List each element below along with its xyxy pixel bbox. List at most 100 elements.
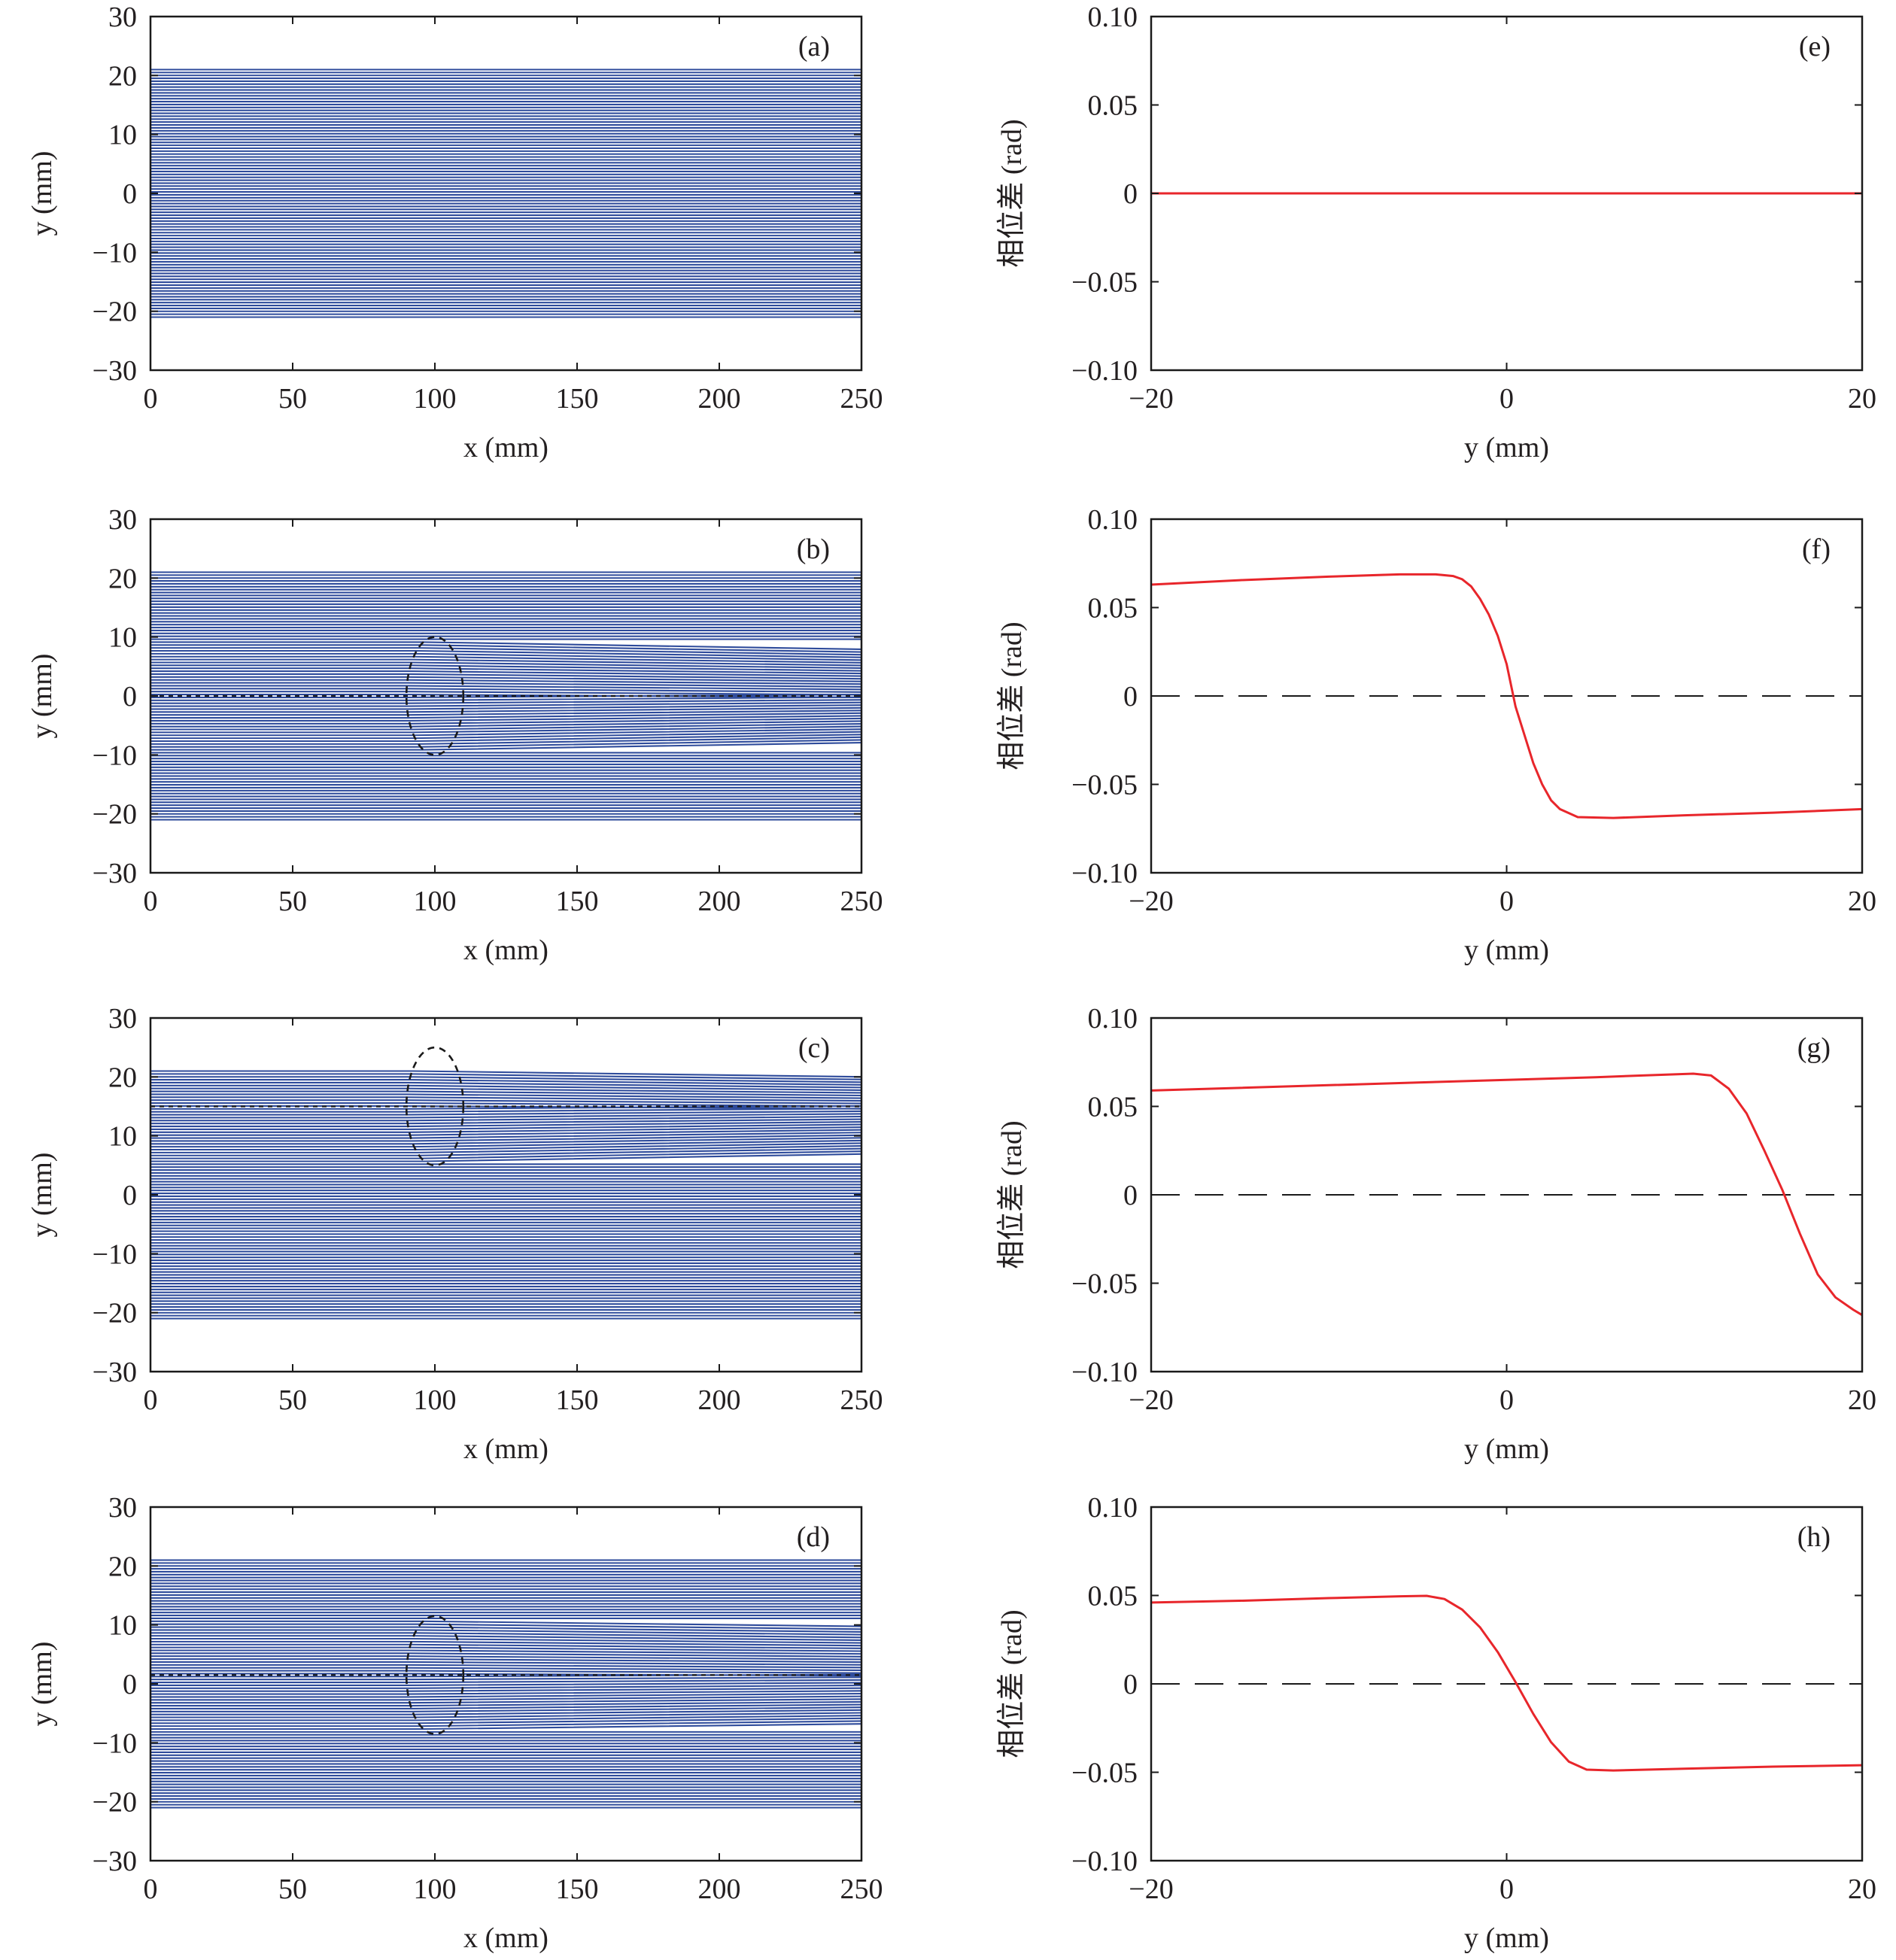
streamline <box>150 685 861 691</box>
streamline <box>150 1664 861 1669</box>
y-tick-label: −20 <box>93 296 137 328</box>
streamline <box>150 1070 861 1078</box>
y-tick-label: −0.10 <box>1071 355 1138 387</box>
x-tick-label: 50 <box>278 383 307 415</box>
y-tick-label: 0.05 <box>1088 1581 1138 1612</box>
y-tick-label: −20 <box>93 1298 137 1329</box>
y-tick-label: 0.05 <box>1088 593 1138 624</box>
streamline <box>150 722 861 731</box>
x-tick-label: 0 <box>144 1873 158 1905</box>
series-group <box>1151 573 1862 819</box>
streamline <box>150 1093 861 1099</box>
x-tick-label: 50 <box>278 1873 307 1905</box>
y-axis-label: 相位差 (rad) <box>996 1120 1028 1269</box>
y-tick-label: 30 <box>108 504 137 536</box>
x-tick-label: 0 <box>1499 1873 1514 1905</box>
y-tick-label: 30 <box>108 1003 137 1035</box>
x-tick-label: 0 <box>1499 886 1514 917</box>
streamline <box>150 1685 861 1689</box>
y-tick-label: 0.10 <box>1088 2 1138 33</box>
streamline <box>150 1626 861 1633</box>
streamline <box>150 1670 861 1674</box>
streamline <box>150 704 861 710</box>
y-tick-label: 20 <box>108 60 137 92</box>
x-axis-label: x (mm) <box>463 934 548 966</box>
x-axis-label: y (mm) <box>1464 1433 1549 1465</box>
x-axis-label: y (mm) <box>1464 432 1549 463</box>
x-axis-label: x (mm) <box>463 1922 548 1954</box>
panel-label: (a) <box>798 31 830 62</box>
y-tick-label: 10 <box>108 120 137 151</box>
x-tick-label: 200 <box>698 1384 741 1416</box>
streamlines <box>150 571 861 821</box>
y-axis-label: 相位差 (rad) <box>996 621 1028 770</box>
streamline <box>150 1717 861 1724</box>
y-tick-label: −10 <box>93 237 137 269</box>
streamlines <box>150 1070 861 1320</box>
streamline <box>150 647 861 656</box>
chart-panel-h: −20 0 20 0.10 0.05 0 −0.05 −0.10 (h) y (mm) 相位差 (r… <box>996 1492 1876 1954</box>
y-tick-label: −30 <box>93 858 137 889</box>
y-tick-label: 10 <box>108 1121 137 1153</box>
x-tick-label: 20 <box>1848 1384 1876 1416</box>
x-tick-label: 20 <box>1848 383 1876 415</box>
series-group <box>1151 1072 1862 1317</box>
x-tick-label: 150 <box>556 1384 599 1416</box>
panel-label: (f) <box>1802 533 1831 565</box>
y-tick-label: −20 <box>93 799 137 831</box>
streamline <box>150 1649 861 1655</box>
chart-panel-g: −20 0 20 0.10 0.05 0 −0.05 −0.10 (g) y (mm) 相位差 (r… <box>996 1003 1876 1465</box>
y-tick-label: −30 <box>93 1357 137 1388</box>
x-axis-label: y (mm) <box>1464 934 1549 966</box>
panel-label: (c) <box>798 1032 830 1064</box>
x-tick-label: 0 <box>144 1384 158 1416</box>
streamline <box>150 1695 861 1701</box>
y-tick-label: 0.05 <box>1088 90 1138 122</box>
streamline <box>150 1126 861 1133</box>
x-tick-label: 150 <box>556 383 599 415</box>
y-tick-label: 20 <box>108 1062 137 1093</box>
x-tick-label: 20 <box>1848 886 1876 917</box>
phase-line <box>1151 573 1862 819</box>
y-tick-label: −0.05 <box>1071 1758 1138 1789</box>
chart-panel-f: −20 0 20 0.10 0.05 0 −0.05 −0.10 (f) y (mm) 相位差 (r… <box>996 504 1876 966</box>
streamline <box>150 712 861 719</box>
streamline <box>150 736 861 745</box>
x-tick-label: 200 <box>698 1873 741 1905</box>
panel-label: (h) <box>1797 1521 1831 1553</box>
streamline <box>150 1113 861 1119</box>
streamline <box>150 682 861 688</box>
y-tick-label: −10 <box>93 1238 137 1270</box>
y-tick-label: 10 <box>108 1610 137 1642</box>
y-tick-label: 0 <box>1123 178 1138 210</box>
y-axis-label: y (mm) <box>26 1642 58 1727</box>
streamline <box>150 1079 861 1086</box>
streamline <box>150 1673 861 1677</box>
y-tick-label: 20 <box>108 1551 137 1582</box>
chart-panel-e: −20 0 20 0.10 0.05 0 −0.05 −0.10 (e) y (mm) 相位差 (r… <box>996 2 1876 463</box>
x-tick-label: 250 <box>840 1873 883 1905</box>
x-axis-label: x (mm) <box>463 1433 548 1465</box>
phase-line <box>1151 1072 1862 1317</box>
streamline <box>150 1081 861 1089</box>
x-axis-label: y (mm) <box>1464 1922 1549 1954</box>
streamline <box>150 1667 861 1671</box>
streamline <box>150 1629 861 1636</box>
streamline <box>150 1134 861 1142</box>
y-tick-label: −30 <box>93 355 137 387</box>
panel-label: (b) <box>797 533 830 565</box>
x-tick-label: 100 <box>414 1384 457 1416</box>
x-axis-label: x (mm) <box>463 432 548 463</box>
streamline <box>150 658 861 667</box>
x-tick-label: 250 <box>840 886 883 917</box>
streamline <box>150 649 861 658</box>
panel-label: (e) <box>1799 31 1831 62</box>
x-tick-label: 250 <box>840 383 883 415</box>
x-tick-label: 100 <box>414 886 457 917</box>
streamline <box>150 1637 861 1644</box>
dashed-circle <box>405 1046 465 1167</box>
x-tick-label: 200 <box>698 383 741 415</box>
streamline <box>150 734 861 743</box>
